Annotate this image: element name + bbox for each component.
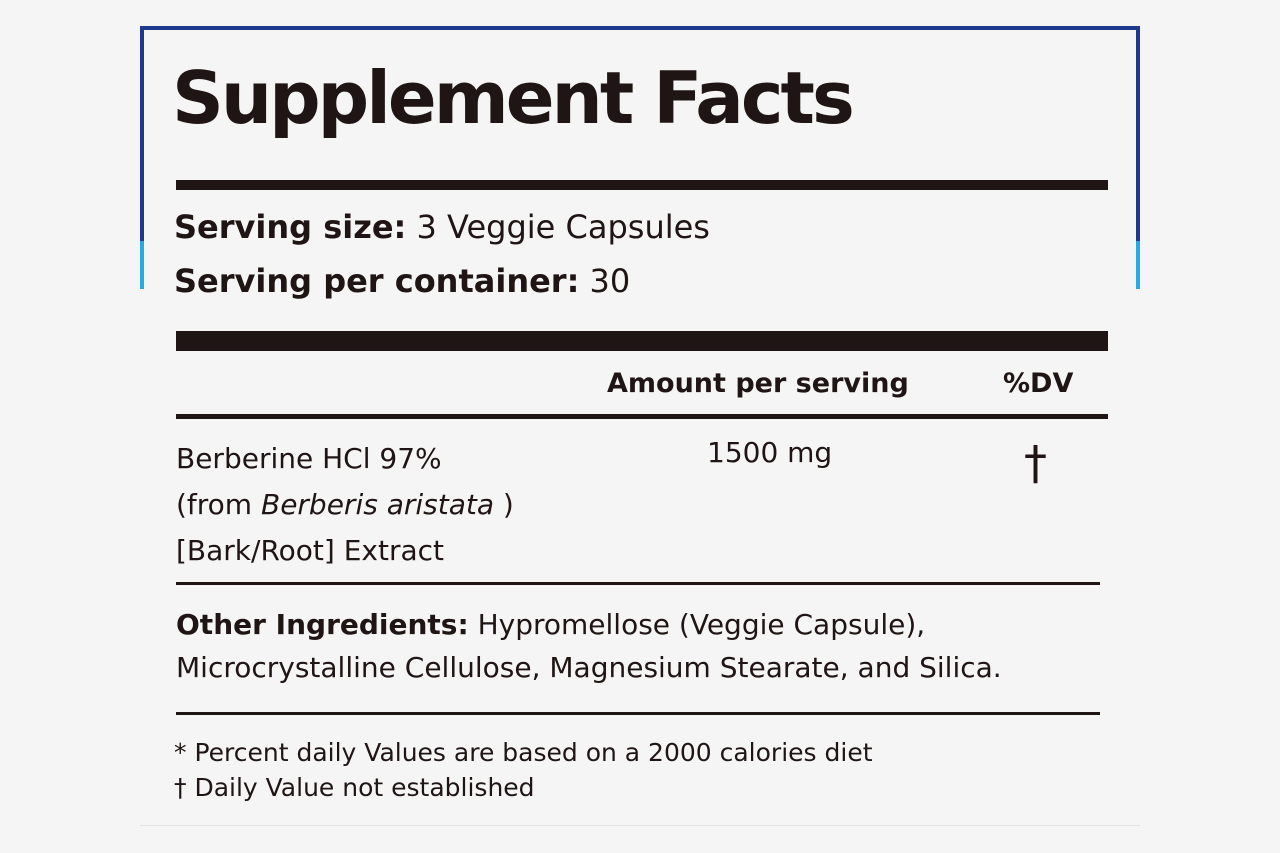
- footnotes: * Percent daily Values are based on a 20…: [174, 735, 873, 805]
- ingredient-rule: [176, 582, 1100, 585]
- ingredient-source-close: ): [494, 488, 514, 521]
- other-ingredients-label: Other Ingredients:: [176, 608, 469, 641]
- serving-size: Serving size: 3 Veggie Capsules: [174, 211, 710, 243]
- other-ingredients: Other Ingredients: Hypromellose (Veggie …: [176, 603, 1096, 689]
- ingredient-name-line-2: (from Berberis aristata ): [176, 482, 514, 528]
- ingredient-species: Berberis aristata: [260, 488, 495, 521]
- serving-size-label: Serving size:: [174, 208, 407, 246]
- servings-per-container-label: Serving per container:: [174, 262, 580, 300]
- servings-per-container: Serving per container: 30: [174, 265, 630, 297]
- frame-right-accent: [1136, 241, 1140, 289]
- column-header-amount: Amount per serving: [607, 368, 909, 399]
- thick-rule: [176, 331, 1108, 351]
- panel-title: Supplement Facts: [172, 56, 855, 140]
- title-rule: [176, 180, 1108, 190]
- ingredient-name-line-3: [Bark/Root] Extract: [176, 534, 444, 567]
- serving-size-value: 3 Veggie Capsules: [416, 208, 710, 246]
- bottom-divider: [140, 825, 1140, 826]
- servings-per-container-value: 30: [589, 262, 631, 300]
- ingredient-amount: 1500 mg: [707, 436, 833, 469]
- column-header-dv: %DV: [1003, 368, 1074, 399]
- ingredient-dv: †: [1024, 436, 1047, 490]
- frame-left-border: [140, 26, 144, 241]
- frame-top-border: [140, 26, 1140, 30]
- ingredient-name: Berberine HCl 97% (from Berberis aristat…: [176, 436, 514, 574]
- header-rule: [176, 414, 1108, 419]
- frame-left-accent: [140, 241, 144, 289]
- ingredient-source-open: (from: [176, 488, 261, 521]
- other-ingredients-line-2: Microcrystalline Cellulose, Magnesium St…: [176, 651, 1002, 684]
- other-ingredients-rule: [176, 712, 1100, 715]
- ingredient-name-line-1: Berberine HCl 97%: [176, 442, 442, 475]
- other-ingredients-text-1: Hypromellose (Veggie Capsule),: [477, 608, 926, 641]
- footnote-not-established: † Daily Value not established: [174, 773, 535, 802]
- footnote-daily-values: * Percent daily Values are based on a 20…: [174, 738, 873, 767]
- frame-right-border: [1136, 26, 1140, 241]
- other-ingredients-line-1: Other Ingredients: Hypromellose (Veggie …: [176, 603, 1096, 646]
